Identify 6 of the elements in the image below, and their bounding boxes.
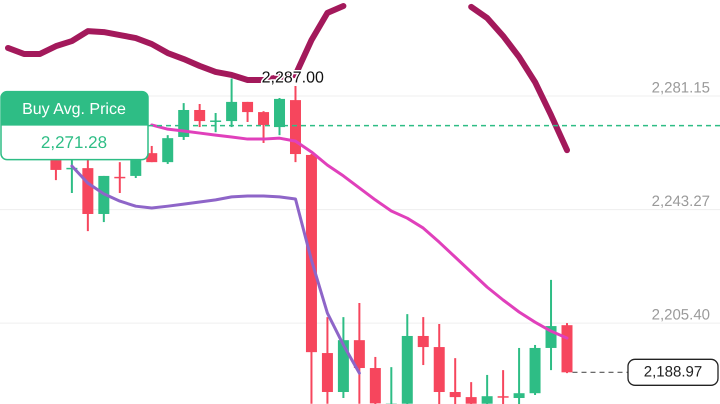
y-tick-label: 2,243.27 <box>652 193 710 210</box>
y-tick-label: 2,281.15 <box>652 80 710 97</box>
annotation: 2,271.28 <box>40 133 108 152</box>
ref-line-label: Buy Avg. Price <box>22 100 126 118</box>
ref-line-label: 2,188.97 <box>644 363 702 380</box>
y-tick-label: 2,205.40 <box>652 306 710 324</box>
